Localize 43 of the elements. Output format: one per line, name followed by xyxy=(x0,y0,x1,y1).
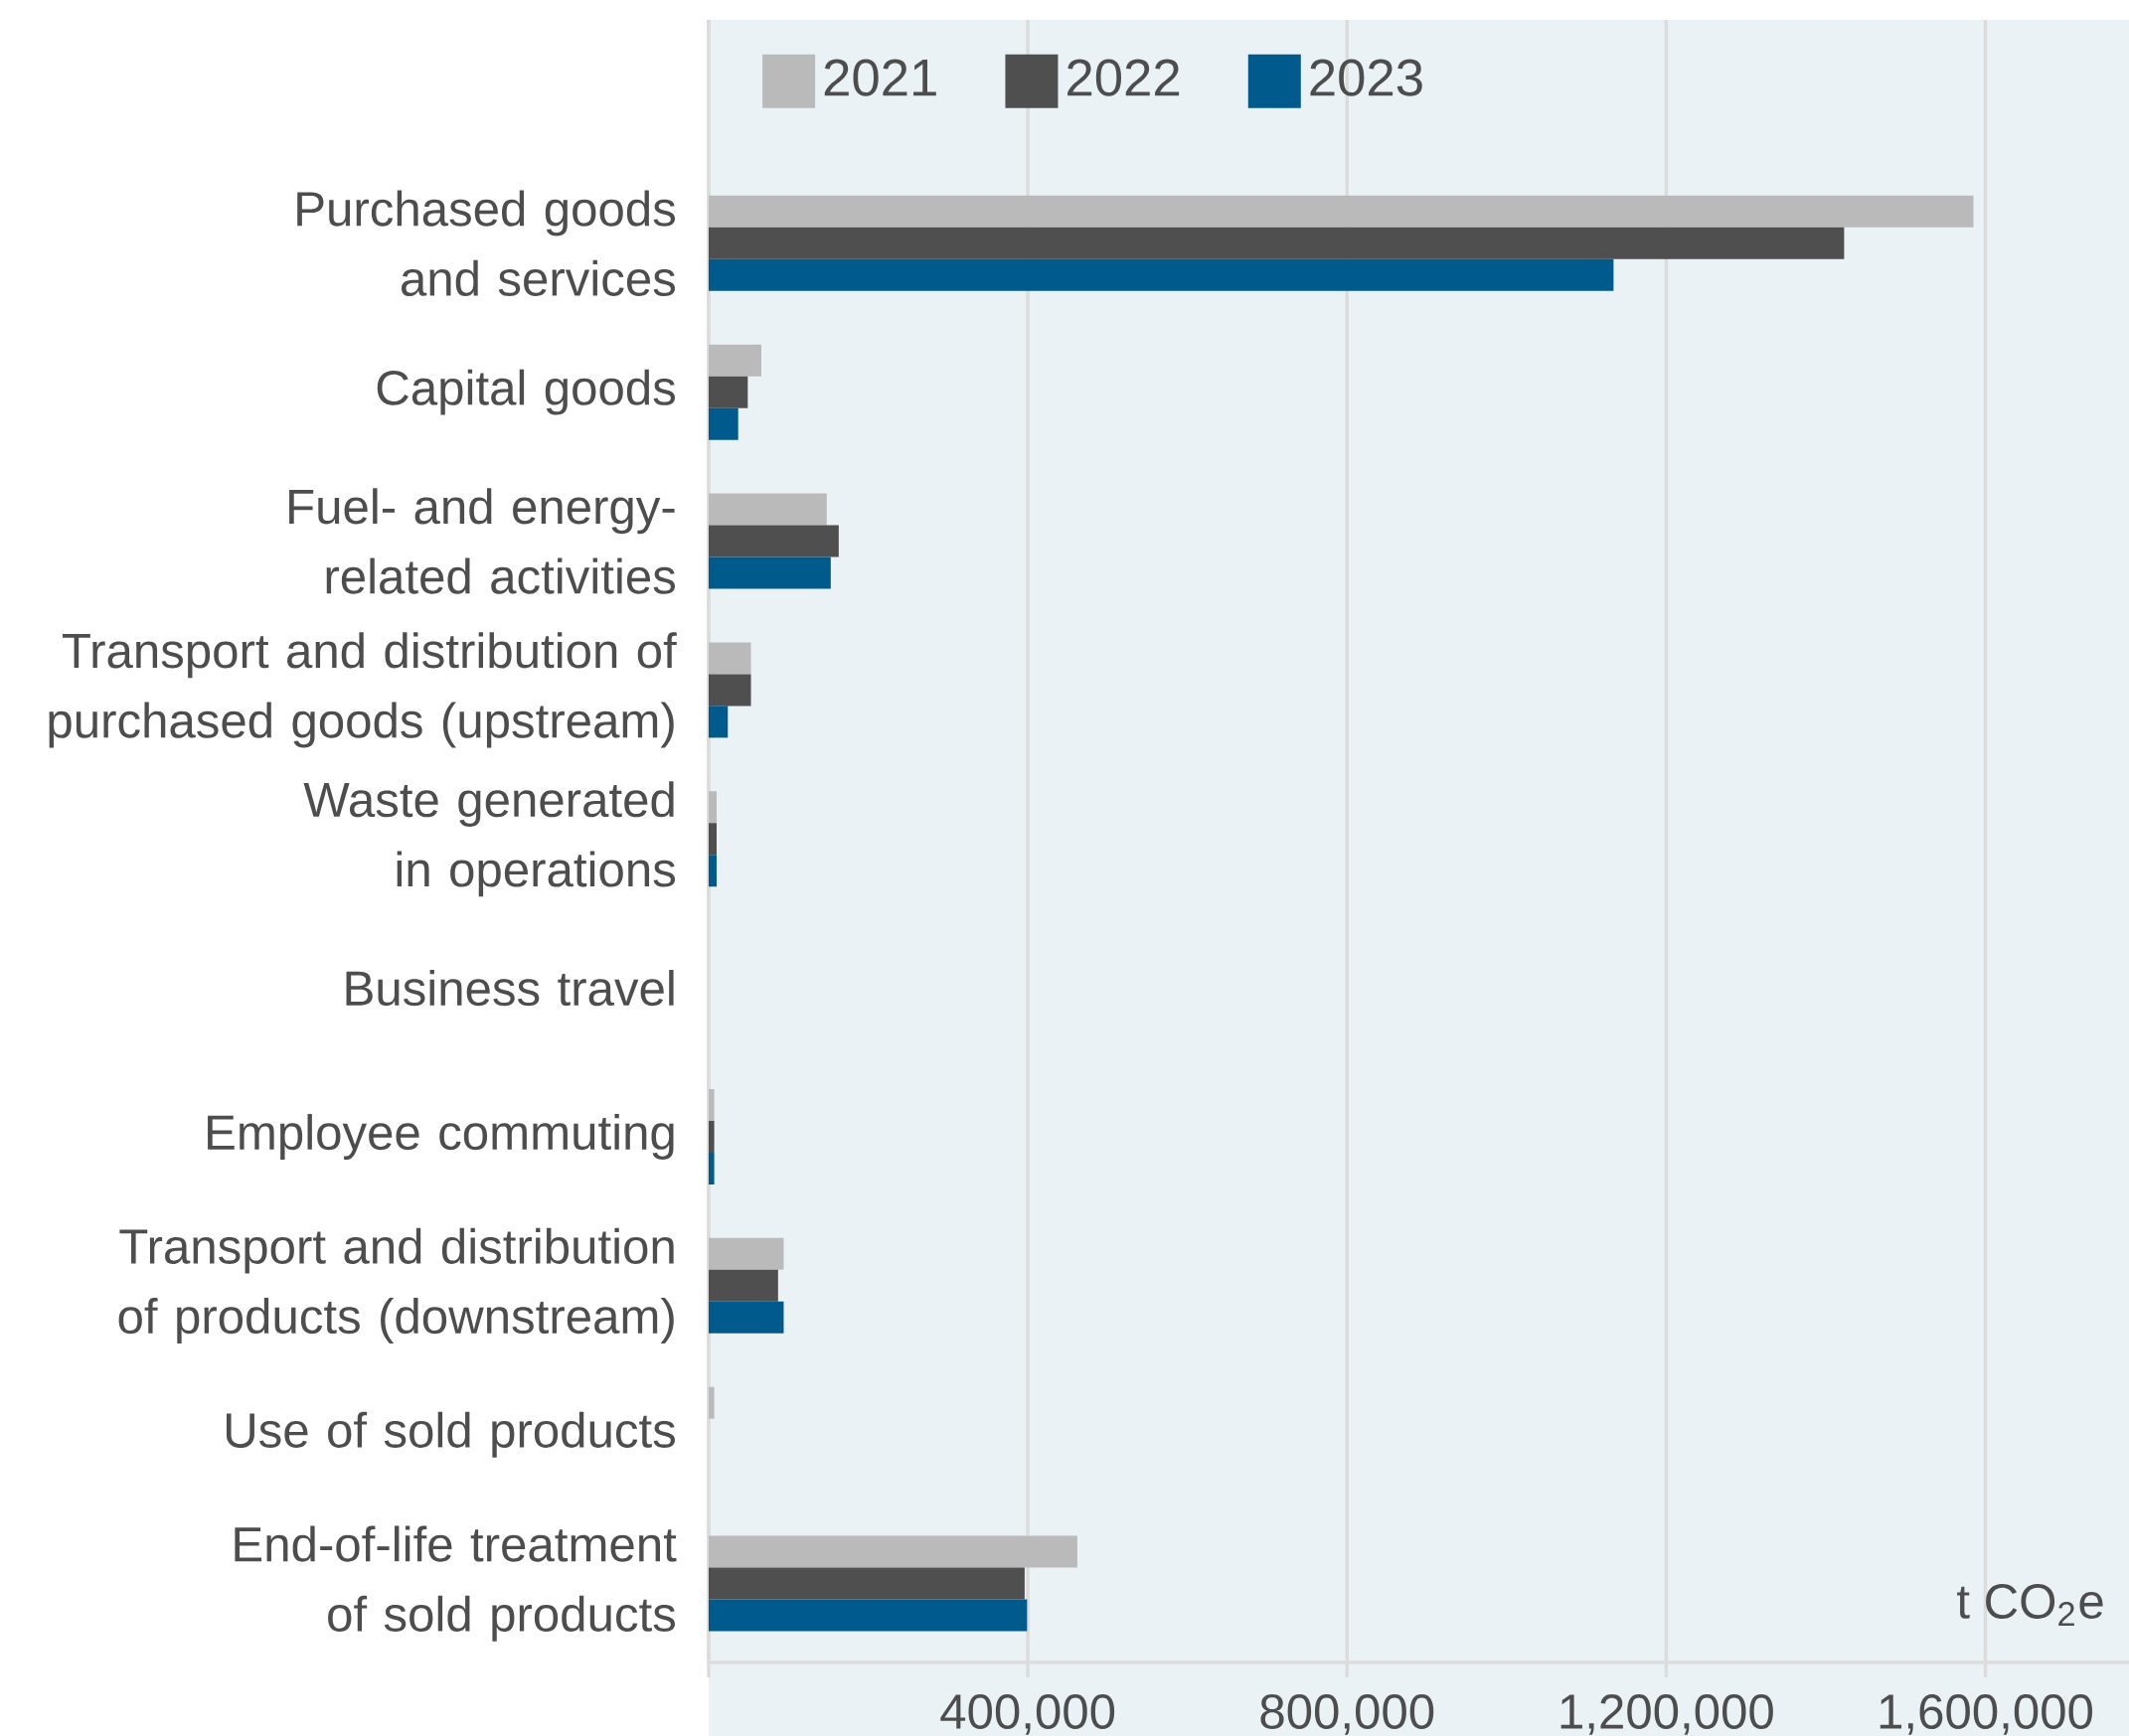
bar xyxy=(709,674,751,707)
bar xyxy=(709,1120,715,1153)
y-tick-label: Capital goods xyxy=(377,369,676,415)
bar xyxy=(709,258,1614,291)
x-tick-label: 800,000 xyxy=(1260,1694,1434,1735)
x-tick-label: 400,000 xyxy=(940,1694,1115,1735)
legend-label: 2023 xyxy=(1310,59,1422,96)
bar xyxy=(709,823,718,856)
bar xyxy=(709,1301,784,1334)
y-tick-label: Transport and distribution of products (downstream) xyxy=(118,1227,674,1343)
bar xyxy=(709,195,1974,228)
y-tick-label: Fuel- and energy-related activities xyxy=(289,488,676,594)
bar xyxy=(709,1535,1077,1568)
bar xyxy=(709,525,839,557)
bar xyxy=(709,556,831,589)
bar xyxy=(709,642,751,675)
bar xyxy=(709,706,729,738)
legend-label: 2022 xyxy=(1067,59,1180,96)
y-tick-label: Business travel xyxy=(346,970,674,1007)
bar xyxy=(709,791,718,824)
y-tick-label: Waste generated in operations xyxy=(303,781,676,897)
y-tick-label: Transport and distribution of purchased goods (upstream) xyxy=(49,632,677,748)
bar xyxy=(709,493,827,526)
bar xyxy=(709,1237,784,1270)
bar xyxy=(709,1152,715,1184)
bar xyxy=(709,855,718,887)
bar xyxy=(709,344,761,377)
x-tick-label: 1,200,000 xyxy=(1560,1694,1773,1735)
bar xyxy=(709,1386,715,1419)
bar xyxy=(709,407,738,440)
bar xyxy=(709,1599,1028,1632)
legend-label: 2021 xyxy=(824,59,936,96)
y-tick-label: Purchased goods and services xyxy=(297,190,676,297)
y-tick-label: Use of sold products xyxy=(226,1411,675,1458)
bar xyxy=(709,1269,778,1302)
bar xyxy=(709,1567,1025,1600)
y-tick-label: Employee commuting xyxy=(208,1114,674,1160)
bar xyxy=(709,227,1845,259)
x-axis-title: t CO$_{2}$e xyxy=(1957,1584,2103,1627)
x-tick-label: 1,600,000 xyxy=(1880,1694,2093,1735)
bar xyxy=(709,1088,715,1121)
bar xyxy=(709,376,748,408)
y-tick-label: End-of-life treatment of sold products xyxy=(235,1525,677,1642)
